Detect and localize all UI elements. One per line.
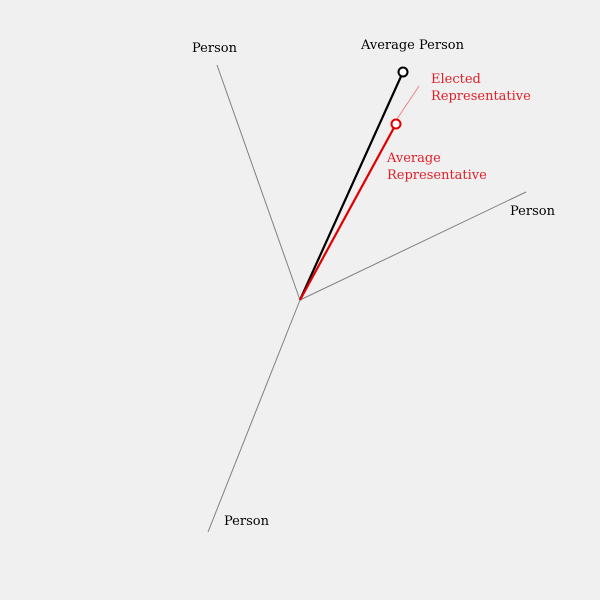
average-person-label: Average Person — [360, 38, 465, 53]
average-representative-label-line1: Average — [386, 151, 441, 166]
average-person-vector — [298, 71, 405, 301]
average-representative-vector — [299, 123, 397, 301]
person-vector-top — [216, 64, 301, 301]
average-representative-label-line2: Representative — [387, 168, 487, 183]
person-vector-bottom — [207, 299, 301, 533]
representative-point — [390, 118, 402, 130]
elected-representative-connector — [396, 85, 420, 120]
person-label-right: Person — [510, 204, 556, 219]
average-person-point — [397, 66, 409, 78]
elected-representative-label-line2: Representative — [431, 89, 531, 104]
person-vector-right — [299, 191, 527, 301]
elected-representative-label-line1: Elected — [431, 72, 481, 87]
person-label-top: Person — [192, 41, 238, 56]
person-label-bottom: Person — [224, 514, 270, 529]
